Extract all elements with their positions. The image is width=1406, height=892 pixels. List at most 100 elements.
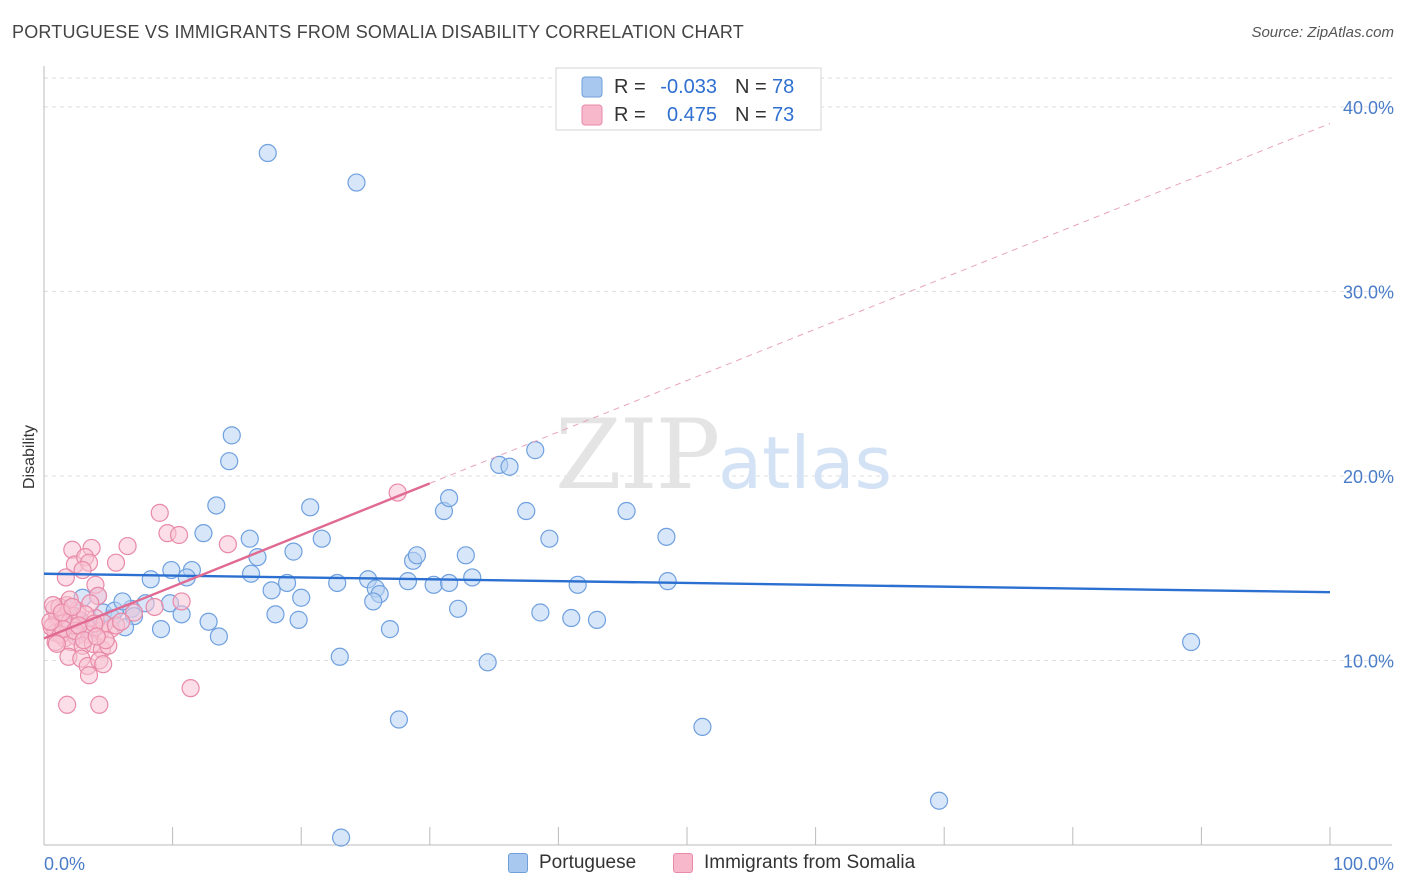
watermark-zip: ZIP: [555, 399, 718, 511]
legend-r-label: R =: [614, 104, 646, 126]
trend-line-0: [43, 572, 1331, 594]
legend-n-label: N =: [735, 76, 767, 98]
data-point: [380, 620, 400, 639]
data-point: [207, 496, 226, 515]
data-point: [241, 564, 261, 583]
y-tick-label: 40.0%: [1343, 98, 1394, 118]
data-point: [658, 572, 677, 591]
data-point: [118, 536, 137, 556]
data-point: [262, 581, 281, 600]
x-tick-label: 0.0%: [44, 854, 85, 874]
data-points: [41, 143, 1201, 847]
data-point: [439, 573, 459, 593]
data-point: [112, 612, 131, 631]
data-point: [517, 501, 536, 521]
data-point: [587, 610, 607, 629]
data-point: [141, 570, 160, 589]
data-point: [277, 573, 297, 593]
legend-item-portuguese: Portuguese: [508, 852, 636, 874]
data-point: [568, 575, 587, 594]
data-point: [151, 620, 171, 639]
data-point: [266, 605, 285, 624]
data-point: [1182, 632, 1201, 652]
data-point: [448, 599, 468, 618]
legend-n-label: N =: [735, 104, 767, 126]
data-point: [169, 525, 189, 545]
data-point: [439, 488, 459, 508]
axes: [43, 66, 1392, 846]
data-point: [47, 634, 66, 653]
legend-label-somalia: Immigrants from Somalia: [704, 852, 916, 873]
data-point: [199, 612, 218, 631]
data-point: [63, 597, 82, 617]
data-point: [331, 828, 351, 847]
data-point: [258, 143, 277, 163]
legend-r-value: -0.033: [660, 76, 717, 98]
legend-n-value: 73: [772, 104, 794, 126]
legend-r-label: R =: [614, 76, 646, 98]
data-point: [540, 529, 559, 548]
data-point: [500, 457, 519, 476]
watermark: ZIP atlas: [555, 399, 892, 511]
data-point: [220, 452, 239, 471]
data-point: [929, 791, 949, 810]
data-point: [150, 503, 169, 522]
data-point: [617, 501, 636, 521]
legend-swatch-portuguese: [508, 853, 528, 873]
data-point: [330, 647, 349, 666]
series-somalia: [41, 483, 407, 714]
data-point: [181, 679, 200, 698]
data-point: [531, 603, 550, 622]
data-point: [312, 529, 331, 548]
trend-lines: [43, 123, 1331, 640]
x-tick-labels: 0.0% 100.0%: [44, 854, 1394, 874]
legend-r-value: 0.475: [667, 104, 717, 126]
data-point: [172, 592, 191, 611]
data-point: [162, 560, 181, 580]
y-tick-label: 20.0%: [1343, 467, 1394, 487]
data-point: [526, 441, 545, 460]
data-point: [194, 524, 213, 543]
legend-n-value: 78: [772, 76, 794, 98]
legend-swatch: [581, 76, 603, 98]
legend-swatch: [581, 104, 603, 126]
trend-line-2: [429, 123, 1331, 484]
data-point: [145, 597, 164, 617]
data-point: [222, 426, 241, 445]
data-point: [657, 527, 676, 546]
y-tick-label: 10.0%: [1343, 651, 1394, 671]
source-label: Source: ZipAtlas.com: [1251, 24, 1394, 41]
data-point: [301, 498, 320, 517]
data-point: [240, 529, 259, 548]
data-point: [209, 627, 228, 646]
data-point: [693, 717, 712, 737]
y-tick-labels: 10.0% 20.0% 30.0% 40.0%: [1343, 98, 1394, 672]
data-point: [73, 560, 92, 580]
data-point: [56, 568, 75, 587]
data-point: [90, 695, 109, 714]
data-point: [87, 627, 106, 646]
legend-box: R = -0.033 N = 78 R = 0.475 N = 73: [555, 67, 822, 131]
data-point: [289, 610, 308, 629]
data-point: [347, 173, 366, 192]
data-point: [407, 546, 427, 565]
legend-label-portuguese: Portuguese: [539, 852, 637, 873]
data-point: [58, 695, 77, 714]
trend-line-1: [43, 482, 431, 640]
legend-item-somalia: Immigrants from Somalia: [673, 852, 915, 874]
data-point: [94, 655, 113, 674]
data-point: [364, 592, 383, 611]
data-point: [463, 568, 482, 587]
data-point: [478, 653, 497, 672]
data-point: [284, 542, 303, 561]
watermark-atlas: atlas: [718, 421, 892, 505]
data-point: [456, 546, 475, 565]
data-point: [124, 603, 144, 622]
legend-swatch-somalia: [673, 853, 693, 873]
chart-title: PORTUGUESE VS IMMIGRANTS FROM SOMALIA DI…: [12, 22, 744, 42]
y-axis-title: Disability: [21, 425, 38, 489]
data-point: [218, 535, 237, 554]
data-point: [106, 553, 126, 572]
data-point: [398, 572, 418, 591]
